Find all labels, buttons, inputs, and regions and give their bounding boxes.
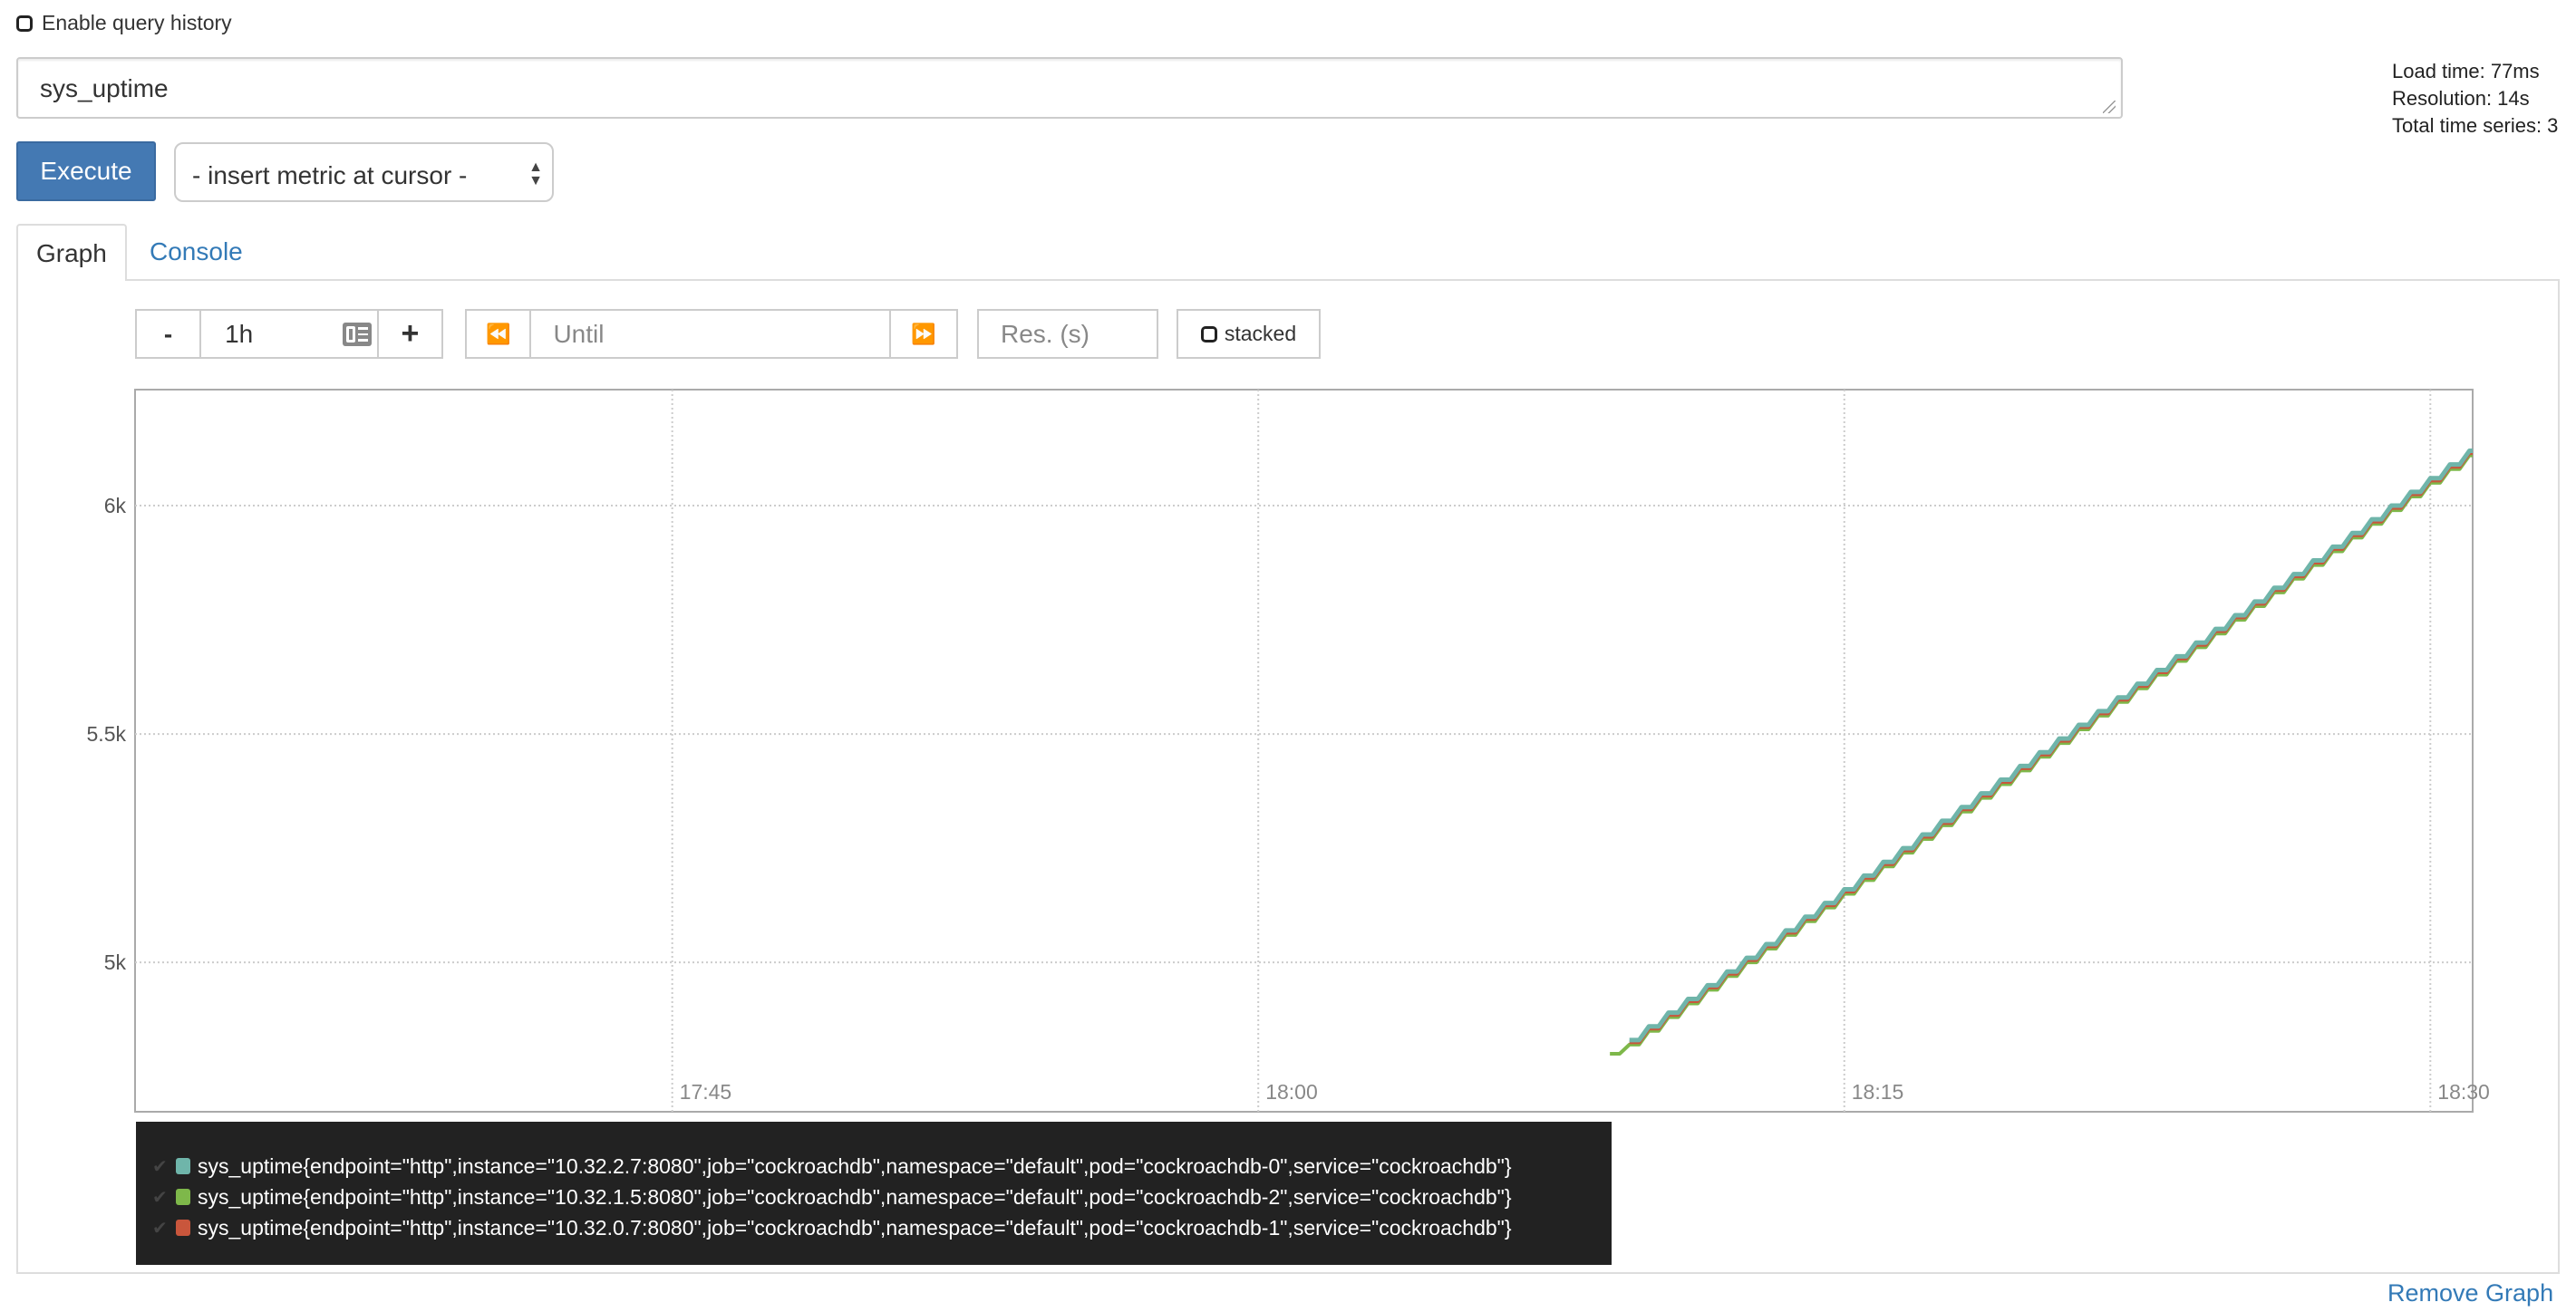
x-tick-label: 18:15 xyxy=(1852,1080,1904,1104)
expression-input[interactable]: sys_uptime xyxy=(16,57,2123,119)
calendar-icon[interactable] xyxy=(342,322,372,346)
insert-metric-label: - insert metric at cursor - xyxy=(192,161,468,189)
legend-label: sys_uptime{endpoint="http",instance="10.… xyxy=(198,1215,1512,1240)
check-icon[interactable]: ✔ xyxy=(152,1218,168,1239)
y-tick-label: 6k xyxy=(104,494,127,517)
series-line xyxy=(1610,453,2473,1056)
plot-frame xyxy=(134,389,2474,1113)
enable-query-history[interactable]: Enable query history xyxy=(16,11,232,35)
x-tick-label: 17:45 xyxy=(680,1080,732,1104)
x-tick-label: 18:00 xyxy=(1265,1080,1318,1104)
tab-graph[interactable]: Graph xyxy=(16,224,127,281)
until-control: ⏪ Until ⏩ xyxy=(465,309,958,359)
y-tick-label: 5k xyxy=(104,950,127,974)
legend-label: sys_uptime{endpoint="http",instance="10.… xyxy=(198,1184,1512,1209)
execute-button[interactable]: Execute xyxy=(16,141,156,201)
range-input[interactable]: 1h xyxy=(201,311,379,357)
insert-metric-select[interactable]: - insert metric at cursor - ▲ ▼ xyxy=(174,142,554,202)
total-time-series: Total time series: 3 xyxy=(2392,114,2559,137)
expression-value: sys_uptime xyxy=(40,74,169,102)
legend-item[interactable]: ✔ sys_uptime{endpoint="http",instance="10… xyxy=(152,1212,1595,1243)
until-input[interactable]: Until xyxy=(531,311,891,357)
check-icon[interactable]: ✔ xyxy=(152,1187,168,1208)
series-swatch xyxy=(176,1158,190,1174)
range-control: - 1h + xyxy=(135,309,443,359)
legend-item[interactable]: ✔ sys_uptime{endpoint="http",instance="10… xyxy=(152,1182,1595,1212)
query-history-checkbox[interactable] xyxy=(16,14,33,32)
select-arrows-icon: ▲ ▼ xyxy=(528,159,543,188)
check-icon[interactable]: ✔ xyxy=(152,1156,168,1177)
series-swatch xyxy=(176,1220,190,1236)
query-stats: Load time: 77ms Resolution: 14s Total ti… xyxy=(2392,58,2558,140)
rewind-icon[interactable]: ⏪ xyxy=(467,311,532,357)
series-line xyxy=(1629,449,2473,1043)
graph-panel xyxy=(16,279,2560,1274)
resolution: Resolution: 14s xyxy=(2392,87,2530,110)
fast-forward-icon[interactable]: ⏩ xyxy=(911,322,936,345)
decrease-range-button[interactable]: - xyxy=(137,311,202,357)
graph-legend: ✔ sys_uptime{endpoint="http",instance="10… xyxy=(136,1122,1612,1265)
legend-item[interactable]: ✔ sys_uptime{endpoint="http",instance="10… xyxy=(152,1151,1595,1182)
remove-graph-link[interactable]: Remove Graph xyxy=(2387,1279,2554,1307)
query-history-label: Enable query history xyxy=(42,11,232,34)
y-tick-label: 5.5k xyxy=(87,722,127,746)
resize-handle-icon[interactable] xyxy=(2103,101,2116,113)
series-swatch xyxy=(176,1189,190,1205)
range-value: 1h xyxy=(225,319,254,348)
resolution-input[interactable]: Res. (s) xyxy=(977,309,1158,359)
increase-range-button[interactable]: + xyxy=(401,316,420,351)
tab-console[interactable]: Console xyxy=(150,237,243,265)
stacked-label: stacked xyxy=(1224,322,1297,345)
stacked-checkbox[interactable] xyxy=(1200,325,1217,342)
resolution-placeholder: Res. (s) xyxy=(1001,319,1089,348)
legend-label: sys_uptime{endpoint="http",instance="10.… xyxy=(198,1153,1512,1178)
stacked-toggle[interactable]: stacked xyxy=(1177,309,1321,359)
x-tick-label: 18:30 xyxy=(2437,1080,2490,1104)
load-time: Load time: 77ms xyxy=(2392,60,2540,82)
